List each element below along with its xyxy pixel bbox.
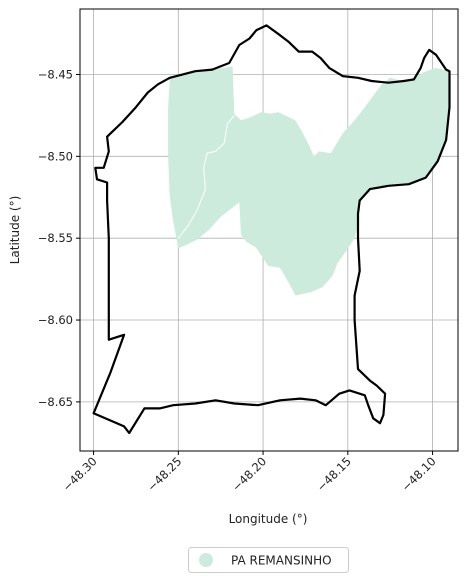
y-tick-label: −8.55 bbox=[38, 231, 73, 245]
map-data bbox=[92, 24, 451, 435]
y-tick-label: −8.60 bbox=[38, 313, 73, 327]
y-tick-label: −8.45 bbox=[38, 67, 73, 81]
y-tick-label: −8.65 bbox=[38, 395, 73, 409]
y-axis-label: Latitude (°) bbox=[8, 196, 22, 265]
plot-frame bbox=[79, 8, 459, 452]
internal-division-line bbox=[177, 115, 235, 239]
legend-frame bbox=[188, 547, 349, 573]
settlement-area bbox=[168, 66, 450, 296]
legend: PA REMANSINHO bbox=[188, 547, 349, 573]
municipal-boundary bbox=[92, 24, 451, 435]
legend-marker bbox=[199, 553, 213, 567]
y-tick-label: −8.50 bbox=[38, 149, 73, 163]
legend-entry-label: PA REMANSINHO bbox=[231, 554, 332, 568]
x-axis-label: Longitude (°) bbox=[229, 512, 308, 526]
